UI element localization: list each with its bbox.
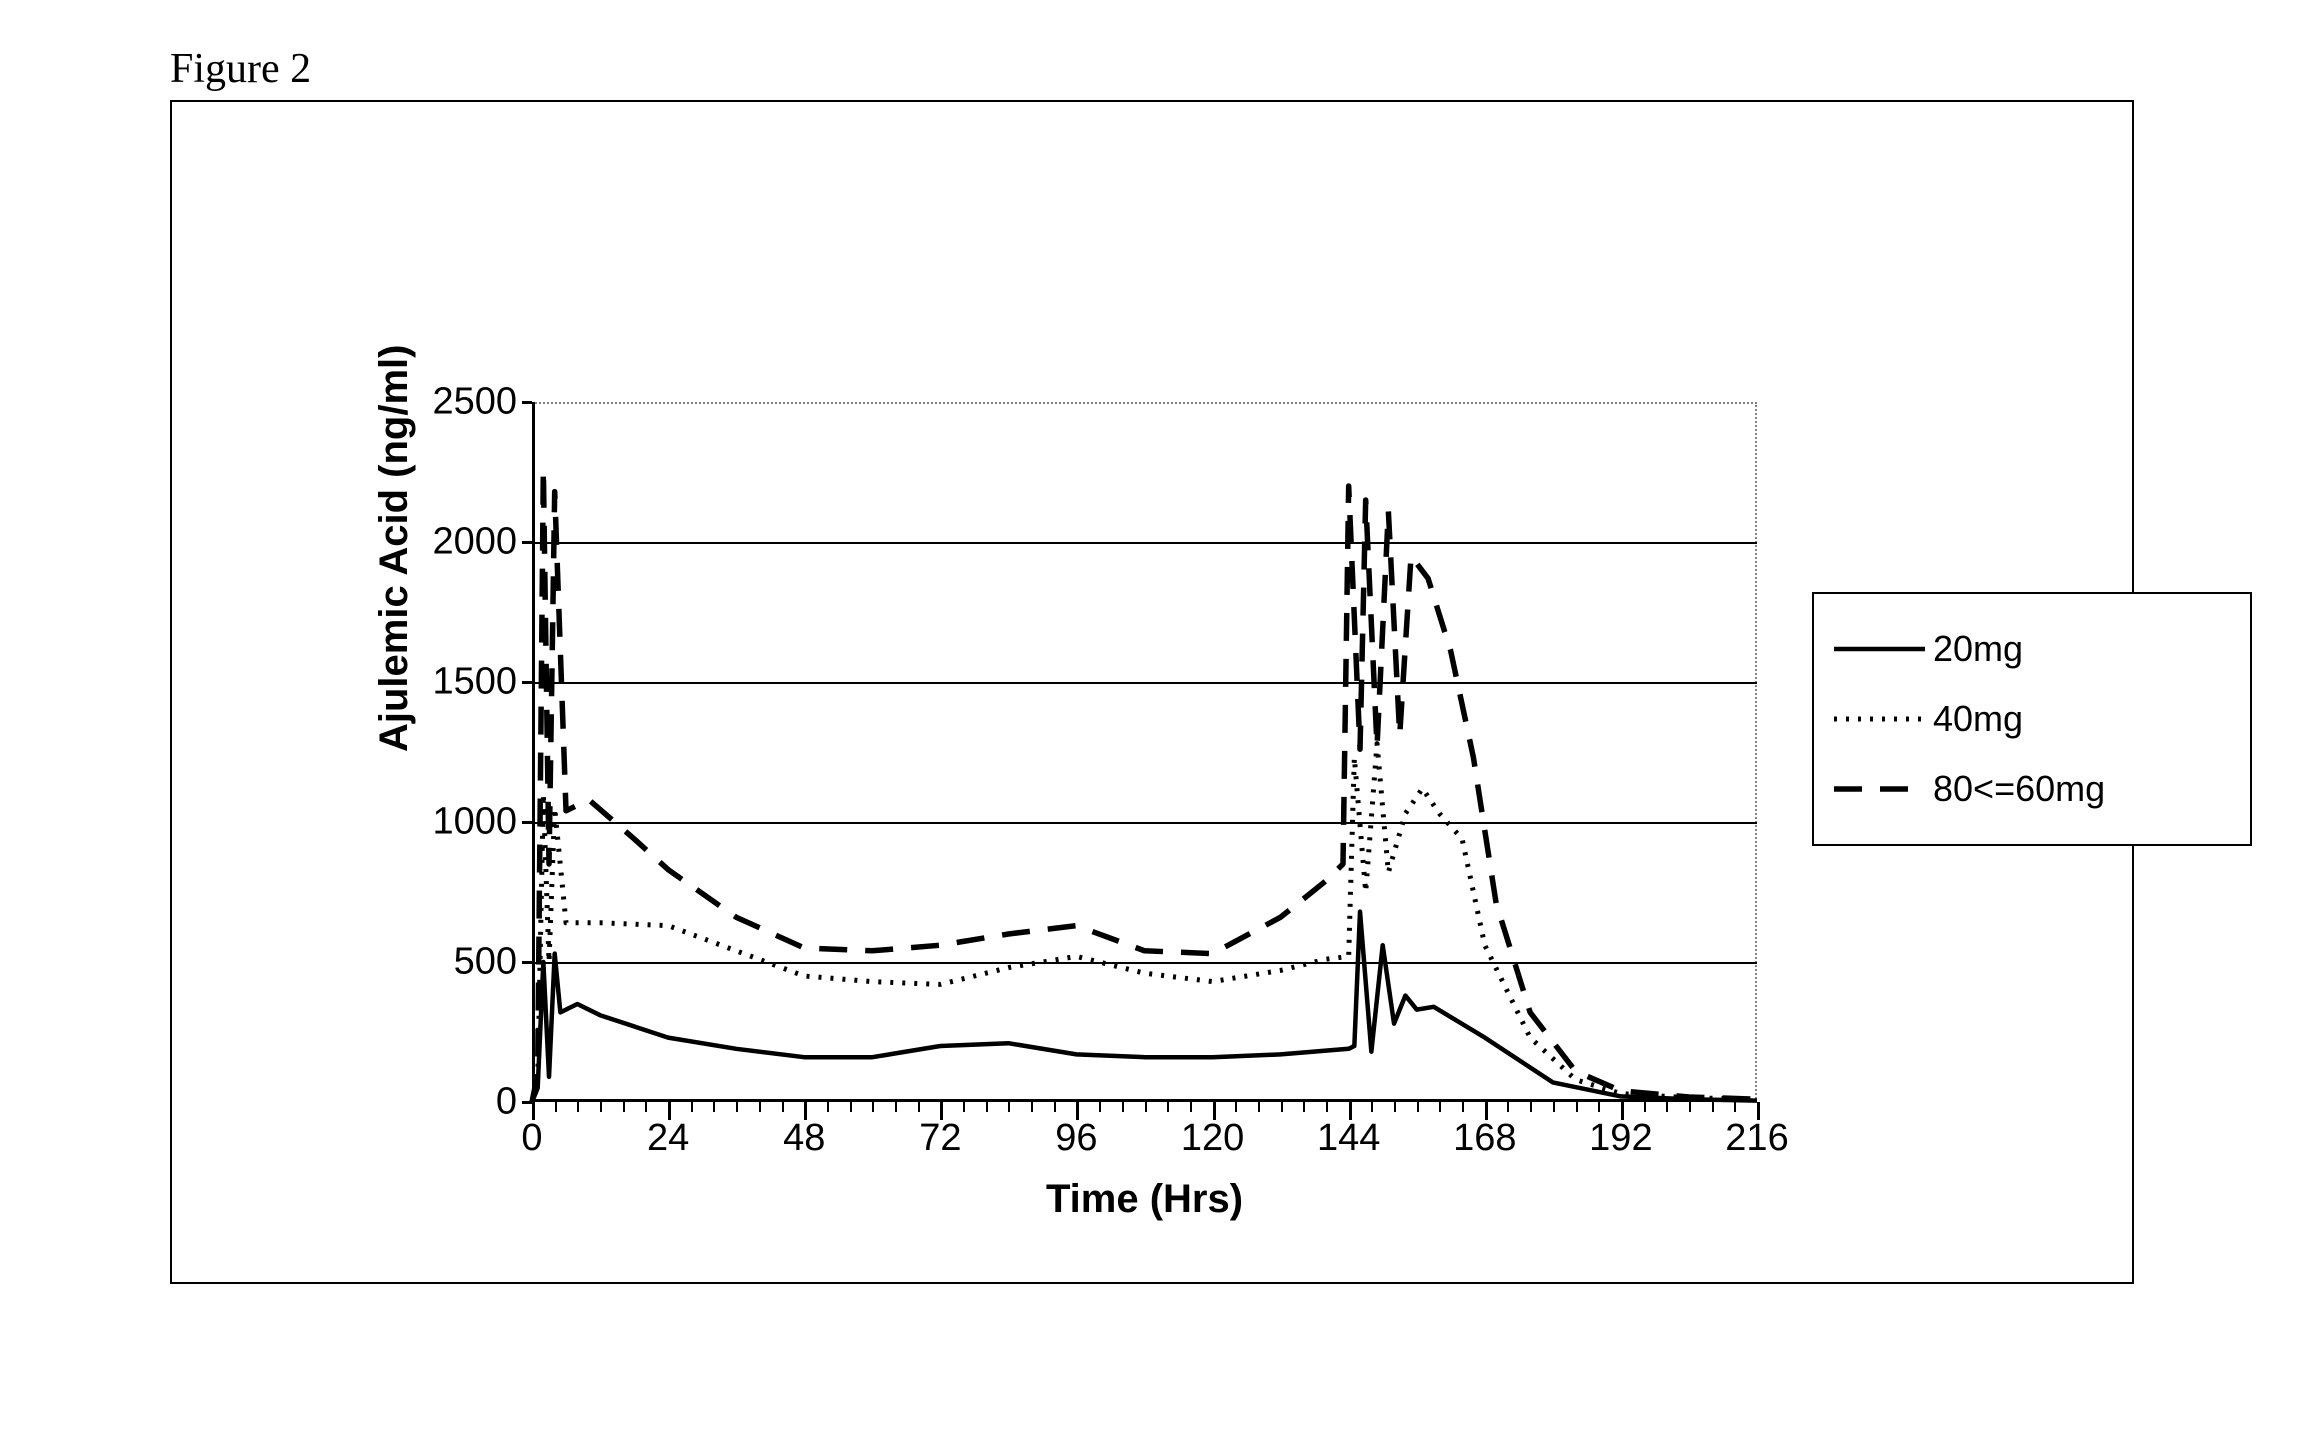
x-tick-label: 72 — [919, 1117, 961, 1160]
x-tick-minor — [1576, 1102, 1578, 1112]
series-s80 — [532, 469, 1757, 1102]
x-tick-minor — [850, 1102, 852, 1112]
x-tick-minor — [1666, 1102, 1668, 1112]
x-tick-minor — [1281, 1102, 1283, 1112]
x-tick-minor — [759, 1102, 761, 1112]
series-s20 — [532, 912, 1757, 1102]
legend-label: 80<=60mg — [1933, 768, 2105, 810]
x-tick-minor — [691, 1102, 693, 1112]
x-tick-minor — [827, 1102, 829, 1112]
x-tick-label: 144 — [1317, 1117, 1380, 1160]
x-tick-minor — [1326, 1102, 1328, 1112]
line-series-layer — [532, 402, 1757, 1102]
x-tick-minor — [1258, 1102, 1260, 1112]
x-tick-minor — [1598, 1102, 1600, 1112]
x-tick-minor — [1462, 1102, 1464, 1112]
x-tick-label: 216 — [1725, 1117, 1788, 1160]
x-tick-label: 24 — [647, 1117, 689, 1160]
y-tick-label: 500 — [387, 941, 517, 984]
legend-label: 40mg — [1933, 698, 2023, 740]
x-tick-minor — [577, 1102, 579, 1112]
legend-label: 20mg — [1933, 628, 2023, 670]
x-tick-minor — [1031, 1102, 1033, 1112]
x-tick-minor — [1235, 1102, 1237, 1112]
series-s40 — [532, 744, 1757, 1102]
x-tick-minor — [1054, 1102, 1056, 1112]
x-tick-minor — [713, 1102, 715, 1112]
x-tick-minor — [600, 1102, 602, 1112]
x-tick-minor — [1099, 1102, 1101, 1112]
y-tick-label: 0 — [387, 1081, 517, 1124]
plot-area: 05001000150020002500 0244872961201441681… — [532, 402, 1757, 1102]
y-tick-mark — [522, 681, 532, 684]
legend-item: 80<=60mg — [1832, 754, 2232, 824]
x-tick-minor — [1167, 1102, 1169, 1112]
x-tick-minor — [1417, 1102, 1419, 1112]
legend-item: 20mg — [1832, 614, 2232, 684]
y-tick-label: 2000 — [387, 521, 517, 564]
figure-caption: Figure 2 — [170, 45, 311, 93]
x-tick-minor — [736, 1102, 738, 1112]
x-tick-minor — [1712, 1102, 1714, 1112]
chart-outer-border: Ajulemic Acid (ng/ml) Time (Hrs) 0500100… — [170, 100, 2134, 1284]
y-tick-mark — [522, 821, 532, 824]
x-tick-minor — [1644, 1102, 1646, 1112]
page-root: Figure 2 Ajulemic Acid (ng/ml) Time (Hrs… — [0, 0, 2300, 1439]
x-tick-minor — [1122, 1102, 1124, 1112]
x-tick-minor — [1190, 1102, 1192, 1112]
x-tick-minor — [1439, 1102, 1441, 1112]
x-tick-minor — [1371, 1102, 1373, 1112]
x-tick-minor — [963, 1102, 965, 1112]
x-tick-minor — [1394, 1102, 1396, 1112]
x-tick-label: 192 — [1589, 1117, 1652, 1160]
legend-swatch — [1832, 629, 1927, 669]
y-tick-label: 1000 — [387, 801, 517, 844]
y-tick-mark — [522, 401, 532, 404]
x-tick-label: 120 — [1181, 1117, 1244, 1160]
y-tick-mark — [522, 961, 532, 964]
y-tick-label: 2500 — [387, 381, 517, 424]
x-tick-minor — [1734, 1102, 1736, 1112]
y-tick-label: 1500 — [387, 661, 517, 704]
x-tick-minor — [1530, 1102, 1532, 1112]
x-tick-minor — [895, 1102, 897, 1112]
legend-item: 40mg — [1832, 684, 2232, 754]
x-tick-minor — [782, 1102, 784, 1112]
x-tick-minor — [1507, 1102, 1509, 1112]
x-tick-minor — [623, 1102, 625, 1112]
x-tick-label: 96 — [1055, 1117, 1097, 1160]
x-tick-minor — [918, 1102, 920, 1112]
legend-box: 20mg 40mg 80<=60mg — [1812, 592, 2252, 846]
legend-swatch — [1832, 699, 1927, 739]
legend-swatch — [1832, 769, 1927, 809]
x-tick-minor — [645, 1102, 647, 1112]
x-tick-minor — [986, 1102, 988, 1112]
x-tick-label: 48 — [783, 1117, 825, 1160]
x-tick-label: 168 — [1453, 1117, 1516, 1160]
x-tick-minor — [1553, 1102, 1555, 1112]
x-tick-minor — [1145, 1102, 1147, 1112]
x-tick-minor — [872, 1102, 874, 1112]
x-tick-label: 0 — [521, 1117, 542, 1160]
x-tick-minor — [1008, 1102, 1010, 1112]
x-tick-minor — [555, 1102, 557, 1112]
y-tick-mark — [522, 541, 532, 544]
x-tick-minor — [1689, 1102, 1691, 1112]
x-tick-minor — [1303, 1102, 1305, 1112]
x-axis-title: Time (Hrs) — [532, 1177, 1757, 1222]
